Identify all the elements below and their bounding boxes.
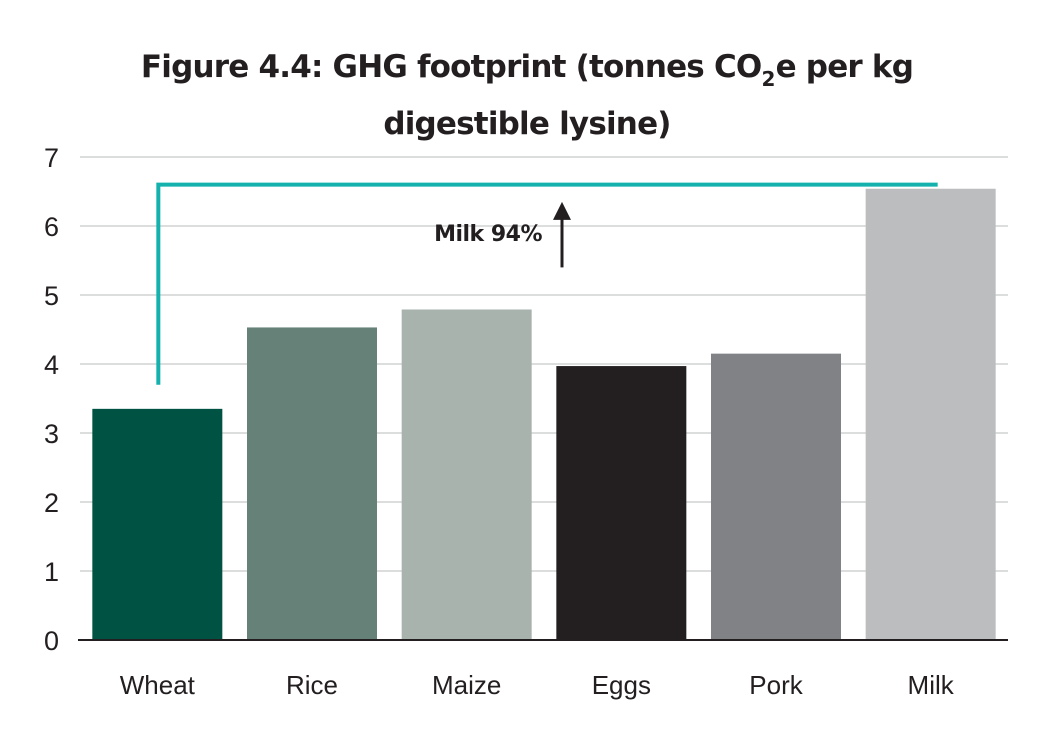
y-tick-label-7: 7 [44, 143, 59, 173]
bar-eggs [556, 366, 687, 640]
bar-pork [711, 353, 841, 640]
chart-title-line1: Figure 4.4: GHG footprint (tonnes CO2e p… [0, 40, 1054, 97]
y-tick-label-4: 4 [44, 350, 59, 380]
y-tick-label-2: 2 [44, 488, 59, 518]
chart-title-text-a: Figure 4.4: GHG footprint (tonnes CO [140, 49, 762, 85]
y-tick-label-1: 1 [44, 557, 59, 587]
arrow-up-icon [553, 201, 571, 220]
bar-maize [401, 309, 532, 640]
annotation-label: Milk 94% [434, 222, 542, 247]
chart-title-subscript: 2 [761, 67, 775, 91]
x-tick-label-maize: Maize [432, 670, 501, 700]
y-tick-label-5: 5 [44, 281, 59, 311]
chart-title: Figure 4.4: GHG footprint (tonnes CO2e p… [0, 40, 1054, 151]
y-tick-label-0: 0 [44, 626, 59, 656]
x-tick-label-rice: Rice [286, 670, 338, 700]
bar-milk [865, 188, 996, 641]
milk-comparison-bracket [156, 182, 938, 385]
chart-title-text-b: e per kg [775, 49, 914, 85]
x-tick-label-wheat: Wheat [120, 670, 196, 700]
x-tick-label-milk: Milk [908, 670, 955, 700]
y-tick-label-3: 3 [44, 419, 59, 449]
x-tick-label-pork: Pork [749, 670, 803, 700]
chart-title-line2: digestible lysine) [383, 106, 671, 142]
y-tick-label-6: 6 [44, 212, 59, 242]
x-tick-label-eggs: Eggs [592, 670, 651, 700]
bar-wheat [92, 408, 223, 640]
bar-rice [247, 327, 377, 640]
